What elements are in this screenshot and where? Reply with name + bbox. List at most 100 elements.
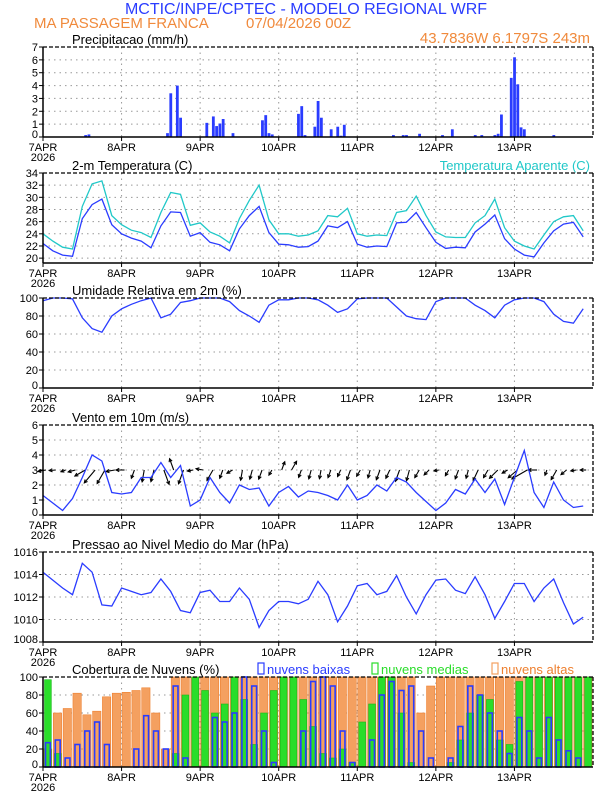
wind-arrow [281,461,286,471]
wind-arrowhead [104,468,110,474]
y-tick-label: 100 [20,672,38,684]
x-year-label: 2026 [31,278,55,290]
series-line [42,198,584,258]
wind-arrow [74,469,86,477]
precip-bar [519,127,523,137]
x-tick-label: 12APR [418,142,453,154]
precip-bar [329,129,333,137]
panel-title: Pressao ao Nivel Medio do Mar (hPa) [72,537,289,552]
cloud-bar-high [111,692,121,768]
precip-bar [552,135,556,137]
wind-arrowhead [194,467,200,472]
wind-arrowhead [248,475,253,481]
wind-arrowhead [385,474,389,480]
wind-arrowhead [454,475,459,481]
x-tick-label: 9APR [186,520,215,532]
precip-bar [513,57,516,137]
wind-arrow [472,469,479,481]
precip-bar [493,135,497,137]
wind-arrow [346,469,351,480]
wind-arrow [489,469,499,479]
panel-title: Precipitacao (mm/h) [72,32,188,47]
precip-bar [342,124,346,137]
x-tick-label: 8APR [107,393,136,405]
wind-arrowhead [225,470,231,474]
wind-arrowhead [414,474,419,479]
wind-arrowhead [149,478,154,483]
wind-arrowhead [544,471,548,477]
y-tick-label: 24 [26,229,38,241]
wind-arrowhead [36,468,42,473]
wind-arrow [465,469,469,479]
wind-arrowhead [218,474,223,480]
wind-arrowhead [114,467,120,473]
precip-bar [418,133,421,137]
series-line [42,562,584,629]
precip-bar [516,84,520,137]
wind-arrowhead [168,457,173,463]
cloud-bar-mid [358,721,366,768]
wind-arrowhead [488,474,494,480]
x-tick-label: 11APR [340,142,374,154]
wind-arrowhead [307,475,312,480]
precip-bar [522,129,526,137]
wind-arrowhead [501,469,506,474]
wind-arrow [414,469,420,478]
x-tick-label: 8APR [107,647,136,659]
wind-arrow [454,469,460,480]
y-tick-label: 100 [20,293,38,305]
x-tick-label: 7APR [29,647,58,659]
wind-arrowhead [423,471,428,476]
x-tick-label: 8APR [107,142,136,154]
wind-arrow [219,469,224,479]
precip-bar [316,101,320,137]
y-tick-label: 80 [26,690,38,702]
x-tick-label: 7APR [29,772,58,784]
panel-title: Vento em 10m (m/s) [72,410,189,425]
wind-arrow [130,469,135,479]
wind-arrow [206,469,214,481]
wind-arrowhead [569,468,575,473]
precip-bar [450,129,454,137]
wind-arrowhead [375,476,380,481]
series-line [42,297,584,333]
x-tick-label: 9APR [186,393,215,405]
precip-bar [401,135,405,137]
precip-bar [221,119,225,137]
wind-arrowhead [73,472,79,477]
precip-bar [267,133,271,137]
wind-arrow [327,469,332,478]
x-tick-label: 9APR [186,142,215,154]
x-tick-label: 11APR [340,393,374,405]
precip-bar [261,120,264,137]
x-year-label: 2026 [31,403,55,415]
panel-3: 01 2 3 4 5 6 7APR 8APR 9APR 10APR 11APR 12APR 13APR 2… [29,410,594,542]
precip-bar [405,135,408,137]
y-tick-label: 4 [32,81,38,93]
x-tick-label: 13APR [497,393,532,405]
x-tick-label: 9APR [186,772,215,784]
precip-bar [509,77,513,137]
wind-arrowhead [166,480,171,486]
x-year-label: 2026 [31,530,55,542]
x-tick-label: 8APR [107,772,136,784]
wind-arrowhead [281,460,286,466]
station-name: MA PASSAGEM FRANCA [34,15,209,32]
x-tick-label: 10APR [261,393,296,405]
x-tick-label: 7APR [29,268,58,280]
precip-bar [319,117,323,137]
cloud-bar-high [347,676,357,768]
y-tick-label: 5 [32,435,38,447]
x-tick-label: 10APR [261,520,296,532]
wind-arrowhead [550,476,555,481]
wind-arrowhead [239,476,244,482]
wind-arrowhead [130,474,135,480]
cloud-bar-high [445,676,455,768]
run-time: 07/04/2026 00Z [246,15,351,32]
x-tick-label: 11APR [340,772,374,784]
y-tick-label: 6 [32,420,38,432]
precip-bar [87,134,91,137]
precip-bar [480,135,484,137]
